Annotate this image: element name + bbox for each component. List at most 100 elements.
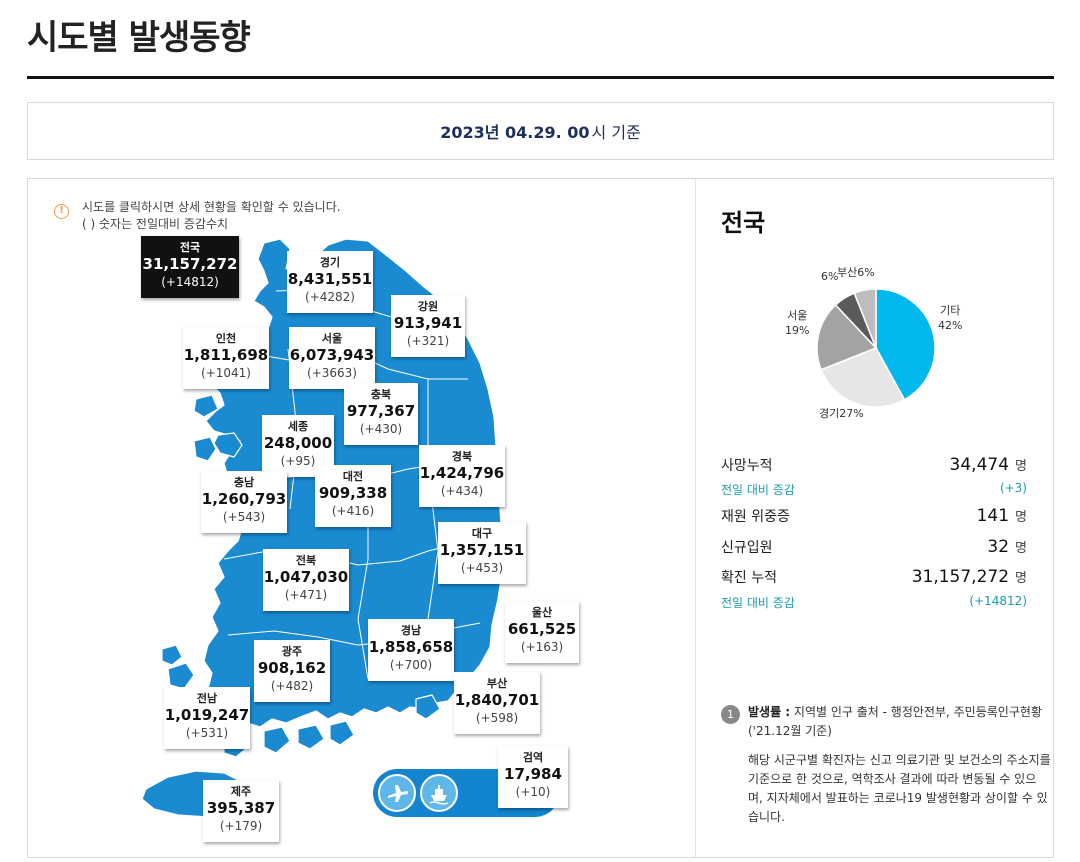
stat-value: 34,474 [949,455,1010,475]
region-name: 제주 [230,785,252,798]
island-shape [167,662,195,690]
island-shape [193,436,217,462]
stat-confirmed-delta: 전일 대비 증감 (+14812) [721,594,1027,611]
region-name: 울산 [531,606,553,619]
region-delta: (+700) [389,658,433,672]
region-delta: (+163) [520,640,564,654]
footnote-head-text: 지역별 인구 출처 - 행정안전부, 주민등록인구현황 ('21.12월 기준) [748,705,1042,738]
date-value: 2023년 04.29. 00 [440,123,590,142]
stat-new-admission: 신규입원 32 명 [721,537,1027,557]
footnote-head: 발생률 : 지역별 인구 출처 - 행정안전부, 주민등록인구현황 ('21.1… [748,703,1051,741]
pie-label-gyeonggi: 경기27% [819,407,864,420]
region-delta: (+416) [331,504,375,518]
region-ulsan[interactable]: 울산 661,525 (+163) [505,601,579,663]
region-jeonnam[interactable]: 전남 1,019,247 (+531) [164,687,250,749]
info-icon: ! [54,204,69,219]
region-count: 1,019,247 [164,706,250,724]
region-count: 977,367 [346,402,416,420]
stat-label: 신규입원 [721,540,773,556]
region-delta: (+598) [475,711,519,725]
region-gangwon[interactable]: 강원 913,941 (+321) [391,295,465,357]
region-name: 전국 [179,241,201,254]
region-count: 661,525 [507,620,577,638]
stat-value: 32 [987,537,1010,557]
region-count: 1,858,658 [368,638,454,656]
region-name: 경북 [451,450,473,463]
region-delta: (+531) [185,726,229,740]
island-shape [415,694,441,720]
region-delta: (+95) [280,454,316,468]
region-name: 부산 [486,677,508,690]
region-seoul[interactable]: 서울 6,073,943 (+3663) [289,327,375,389]
summary-title: 전국 [721,209,766,237]
region-count: 1,811,698 [183,346,269,364]
region-count: 1,357,151 [439,541,525,559]
region-count: 248,000 [263,434,333,452]
stat-delta-label: 전일 대비 증감 [721,596,795,610]
region-chungnam[interactable]: 충남 1,260,793 (+543) [201,471,287,533]
region-delta: (+453) [460,561,504,575]
region-name: 광주 [281,645,303,658]
region-delta: (+14812) [161,275,219,289]
region-name: 인천 [215,332,237,345]
region-name: 세종 [287,420,309,433]
island-shape [161,644,183,666]
region-total[interactable]: 전국 31,157,272 (+14812) [141,236,239,298]
ship-icon [420,774,458,812]
region-gwangju[interactable]: 광주 908,162 (+482) [254,640,330,702]
pie-label-six: 6% [821,270,839,283]
region-delta: (+1041) [201,366,251,380]
region-gyeongbuk[interactable]: 경북 1,424,796 (+434) [419,445,505,507]
stat-value: 141 [976,506,1010,526]
region-chungbuk[interactable]: 충북 977,367 (+430) [344,383,418,445]
notice-text: 시도를 클릭하시면 상세 현황을 확인할 수 있습니다. [82,200,341,214]
island-shape [297,724,325,750]
region-count: 909,338 [318,484,388,502]
region-delta: (+3663) [307,366,357,380]
region-delta: (+321) [406,334,450,348]
stat-icu: 재원 위중증 141 명 [721,506,1027,526]
stat-value: 31,157,272 [911,567,1010,587]
region-busan[interactable]: 부산 1,840,701 (+598) [454,672,540,734]
region-name: 충남 [233,476,255,489]
stat-unit: 명 [1015,541,1027,556]
footnote-body: 해당 시군구별 확진자는 신고 의료기관 및 보건소의 주소지를 기준으로 한 … [748,753,1051,824]
region-count: 913,941 [393,314,463,332]
region-daegu[interactable]: 대구 1,357,151 (+453) [438,522,526,584]
airplane-icon [378,774,416,812]
stat-delta-value: (+14812) [969,594,1027,608]
region-delta: (+543) [222,510,266,524]
region-gyeongnam[interactable]: 경남 1,858,658 (+700) [368,619,454,681]
region-count: 1,840,701 [454,691,540,709]
pie-label-seoul: 서울 19% [785,309,810,337]
region-count: 1,260,793 [201,490,287,508]
region-count: 1,424,796 [419,464,505,482]
stat-label: 사망누적 [721,458,773,474]
region-count: 395,387 [206,799,276,817]
region-jeonbuk[interactable]: 전북 1,047,030 (+471) [263,549,349,611]
region-daejeon[interactable]: 대전 909,338 (+416) [315,465,391,527]
date-box: 2023년 04.29. 00 시 기준 [27,102,1054,160]
stat-delta-label: 전일 대비 증감 [721,483,795,497]
region-delta: (+471) [284,588,328,602]
region-quarantine[interactable]: 검역 17,984 (+10) [498,746,568,808]
region-jeju[interactable]: 제주 395,387 (+179) [203,780,279,842]
notice-subtext: ( ) 숫자는 전일대비 증감수치 [82,217,229,231]
region-incheon[interactable]: 인천 1,811,698 (+1041) [183,327,269,389]
region-delta: (+10) [515,785,551,799]
region-name: 전북 [295,554,317,567]
pie-slice [853,288,877,349]
island-shape [329,720,355,746]
pie-label-etc: 기타 42% [938,304,963,332]
footnote-head-bold: 발생률 : [748,705,791,719]
region-gyeonggi[interactable]: 경기 8,431,551 (+4282) [287,251,373,313]
region-count: 908,162 [257,659,327,677]
region-count: 17,984 [504,765,562,783]
pie-chart [816,288,936,408]
region-name: 경남 [400,624,422,637]
region-count: 31,157,272 [142,255,238,273]
footnote-number: 1 [721,705,740,724]
region-name: 충북 [370,388,392,401]
region-delta: (+4282) [305,290,355,304]
region-name: 전남 [196,692,218,705]
